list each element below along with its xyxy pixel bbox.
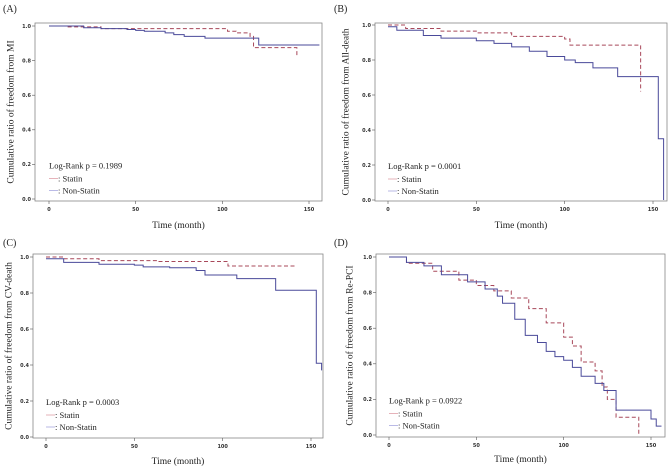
x-tick-label: 0 bbox=[387, 443, 391, 449]
y-tick-label: 0.0 bbox=[362, 198, 371, 204]
x-tick-label: 0 bbox=[386, 207, 390, 213]
y-tick-label: 0.8 bbox=[22, 58, 31, 64]
legend-non-statin: : Non-Statin bbox=[397, 186, 440, 196]
legend-statin: : Statin bbox=[55, 410, 80, 420]
km-panel-b: (B) 0.0 0.2 0.4 0.6 0.8 1.0 0 50 100 150 Time (mont… bbox=[334, 4, 668, 231]
y-tick-label: 0.6 bbox=[363, 326, 372, 332]
legend-non-statin: : Non-Statin bbox=[55, 422, 98, 432]
x-tick-label: 100 bbox=[559, 207, 570, 213]
y-tick-label: 1.0 bbox=[20, 255, 29, 261]
x-tick-label: 50 bbox=[473, 443, 480, 449]
statin-curve bbox=[49, 25, 298, 58]
x-tick-label: 100 bbox=[217, 207, 228, 213]
panel-label: (A) bbox=[3, 4, 17, 15]
x-tick-label: 0 bbox=[47, 207, 51, 213]
x-axis-title: Time (month) bbox=[495, 220, 548, 231]
y-tick-label: 0.4 bbox=[20, 363, 29, 369]
y-tick-label: 0.2 bbox=[362, 163, 371, 169]
x-tick-label: 100 bbox=[558, 443, 569, 449]
y-axis-title: Cumulative ratio of freedom from CV-deat… bbox=[3, 262, 14, 430]
y-tick-label: 0.6 bbox=[20, 327, 29, 333]
panel-label: (C) bbox=[3, 238, 16, 249]
legend-statin: : Statin bbox=[398, 408, 423, 418]
log-rank-annotation: Log-Rank p = 0.0001 bbox=[388, 161, 461, 171]
non-statin-curve bbox=[388, 26, 665, 200]
y-tick-label: 0.2 bbox=[20, 399, 29, 405]
x-tick-label: 50 bbox=[131, 444, 138, 450]
legend-non-statin: : Non-Statin bbox=[398, 420, 441, 430]
legend-statin: : Statin bbox=[58, 173, 83, 183]
x-axis-title: Time (month) bbox=[152, 456, 205, 467]
x-axis-title: Time (month) bbox=[152, 220, 205, 231]
y-tick-label: 0.4 bbox=[362, 128, 371, 134]
panel-label: (D) bbox=[334, 238, 348, 249]
y-tick-label: 1.0 bbox=[22, 24, 31, 30]
y-axis-title: Cumulative ratio of freedom from MI bbox=[5, 40, 16, 183]
non-statin-curve bbox=[46, 258, 323, 371]
y-tick-label: 1.0 bbox=[362, 23, 371, 29]
y-tick-label: 0.2 bbox=[363, 397, 372, 403]
log-rank-annotation: Log-Rank p = 0.1989 bbox=[49, 160, 122, 170]
y-tick-label: 0.8 bbox=[20, 291, 29, 297]
plot-frame bbox=[374, 22, 668, 202]
x-tick-label: 150 bbox=[304, 207, 315, 213]
x-tick-label: 50 bbox=[132, 207, 139, 213]
x-tick-label: 150 bbox=[648, 207, 659, 213]
statin-curve bbox=[388, 24, 642, 92]
y-tick-label: 0.4 bbox=[22, 128, 31, 134]
km-panel-a: (A) 0.0 0.2 0.4 0.6 0.8 1.0 0 50 100 150 Time (mont… bbox=[3, 4, 323, 231]
y-tick-label: 0.0 bbox=[20, 435, 29, 441]
log-rank-annotation: Log-Rank p = 0.0922 bbox=[389, 395, 462, 405]
y-tick-label: 1.0 bbox=[363, 255, 372, 261]
plot-frame bbox=[375, 253, 666, 438]
legend-statin: : Statin bbox=[397, 174, 422, 184]
non-statin-curve bbox=[389, 256, 662, 427]
x-axis-title: Time (month) bbox=[494, 454, 547, 465]
y-tick-label: 0.4 bbox=[363, 362, 372, 368]
non-statin-curve bbox=[49, 25, 320, 46]
y-tick-label: 0.2 bbox=[22, 162, 31, 168]
y-tick-label: 0.8 bbox=[363, 290, 372, 296]
x-tick-label: 50 bbox=[473, 207, 480, 213]
panel-label: (B) bbox=[334, 4, 347, 15]
y-axis-title: Cumulative ratio of freedom from All-dea… bbox=[340, 28, 351, 195]
y-tick-label: 0.0 bbox=[363, 433, 372, 439]
y-tick-label: 0.0 bbox=[22, 197, 31, 203]
log-rank-annotation: Log-Rank p = 0.0003 bbox=[46, 397, 119, 407]
plot-frame bbox=[32, 253, 324, 439]
y-tick-label: 0.6 bbox=[362, 93, 371, 99]
legend-non-statin: : Non-Statin bbox=[58, 185, 101, 195]
x-tick-label: 150 bbox=[646, 443, 657, 449]
km-panel-d: (D) 0.0 0.2 0.4 0.6 0.8 1.0 0 50 100 150 Time (mont… bbox=[334, 238, 666, 465]
y-axis-title: Cumulative ratio of freedom from Re-PCI bbox=[344, 265, 355, 425]
x-tick-label: 150 bbox=[306, 444, 317, 450]
statin-curve bbox=[46, 256, 296, 267]
statin-curve bbox=[389, 256, 640, 435]
plot-frame bbox=[34, 22, 323, 202]
y-tick-label: 0.6 bbox=[22, 93, 31, 99]
y-tick-label: 0.8 bbox=[362, 58, 371, 64]
x-tick-label: 0 bbox=[44, 444, 48, 450]
x-tick-label: 100 bbox=[217, 444, 228, 450]
km-panel-c: (C) 0.0 0.2 0.4 0.6 0.8 1.0 0 50 100 150 Time (mont… bbox=[3, 238, 324, 467]
